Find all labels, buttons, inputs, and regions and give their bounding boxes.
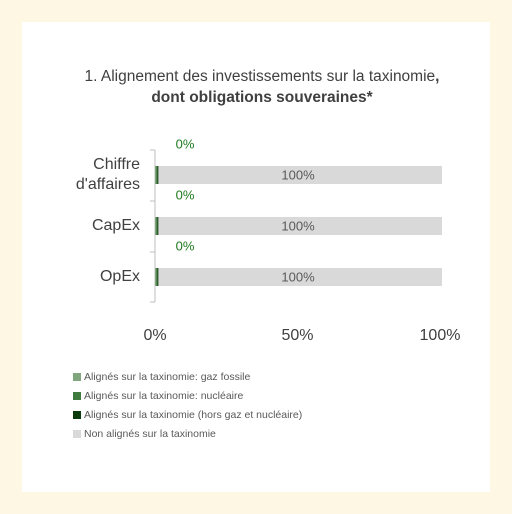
bar-segment [157, 217, 159, 235]
title-bold: , dont obligations souveraines* [151, 68, 440, 106]
value-label: 100% [281, 167, 315, 182]
legend-label: Non alignés sur la taxinomie [84, 428, 216, 440]
bar-segment [156, 166, 158, 184]
x-tick-label: 0% [143, 327, 166, 344]
bar-segment [157, 166, 159, 184]
category-label: OpEx [99, 268, 140, 285]
bar-segment [158, 268, 442, 286]
bar-segment [155, 217, 157, 235]
bar-segment [158, 166, 442, 184]
value-label: 100% [281, 218, 315, 233]
legend-label: Alignés sur la taxinomie: nucléaire [84, 390, 243, 402]
bar-segment [156, 268, 158, 286]
category-label: CapEx [91, 217, 140, 234]
x-tick-label: 100% [420, 327, 461, 344]
bar-segment [155, 268, 157, 286]
value-label: 0% [176, 187, 195, 202]
x-tick-label: 50% [281, 327, 313, 344]
title-text: 1. Alignement des investissements sur la… [84, 68, 436, 85]
legend-label: Alignés sur la taxinomie: gaz fossile [84, 371, 250, 383]
legend-swatch [73, 430, 81, 438]
bar-segment [156, 217, 158, 235]
legend-swatch [73, 411, 81, 419]
value-label: 100% [281, 269, 315, 284]
bar-segment [158, 217, 442, 235]
category-label: Chiffre d'affaires [75, 156, 140, 193]
panel [22, 22, 490, 492]
bar-segment [157, 268, 159, 286]
legend-swatch [73, 373, 81, 381]
value-label: 0% [176, 238, 195, 253]
chart-title: 1. Alignement des investissements sur la… [77, 66, 447, 108]
legend-swatch [73, 392, 81, 400]
value-label: 0% [176, 136, 195, 151]
legend-label: Alignés sur la taxinomie (hors gaz et nu… [84, 409, 302, 421]
bar-segment [155, 166, 157, 184]
